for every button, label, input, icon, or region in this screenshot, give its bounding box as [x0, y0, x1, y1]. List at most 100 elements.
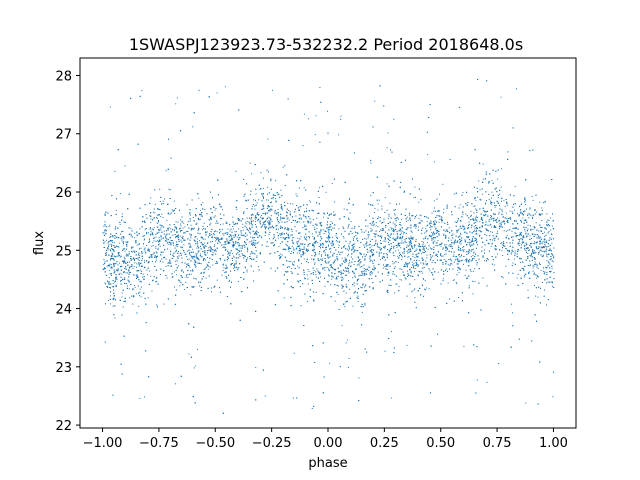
data-point [527, 233, 529, 235]
data-point [115, 255, 117, 257]
data-point [111, 252, 113, 254]
data-point [303, 258, 305, 260]
data-point [290, 247, 292, 249]
data-point [441, 219, 443, 221]
data-point [546, 272, 548, 273]
data-point [299, 246, 301, 248]
data-point [394, 292, 396, 294]
data-point [503, 230, 505, 232]
data-point [387, 132, 389, 134]
data-point [408, 256, 410, 258]
data-point [246, 217, 248, 219]
data-point [291, 245, 293, 247]
data-point [258, 199, 260, 201]
data-point [111, 240, 112, 242]
data-point [175, 274, 177, 276]
data-point [550, 217, 552, 219]
data-point [141, 252, 143, 254]
data-point [273, 194, 275, 196]
data-point [150, 256, 152, 258]
data-point [433, 161, 435, 163]
data-point [504, 205, 506, 207]
data-point [439, 218, 441, 220]
data-point [407, 219, 409, 221]
data-point [180, 225, 182, 227]
data-point [512, 262, 514, 264]
data-point [216, 231, 218, 233]
data-point [482, 178, 484, 180]
data-point [527, 213, 529, 215]
data-point [274, 244, 275, 245]
data-point [406, 344, 408, 346]
data-point [139, 255, 140, 257]
data-point [244, 266, 246, 268]
data-point [133, 274, 135, 276]
data-point [240, 245, 242, 247]
data-point [302, 227, 304, 229]
data-point [189, 253, 191, 255]
data-point [377, 246, 379, 248]
data-point [375, 241, 377, 243]
data-point [427, 248, 429, 250]
data-point [474, 281, 476, 283]
data-point [394, 214, 396, 216]
data-point [287, 227, 289, 229]
data-point [520, 219, 521, 221]
data-point [108, 270, 110, 272]
data-point [368, 234, 370, 236]
data-point [425, 260, 427, 262]
data-point [470, 214, 472, 216]
data-point [409, 250, 411, 252]
data-point [330, 265, 332, 267]
data-point [232, 235, 234, 237]
data-point [551, 286, 553, 288]
data-point [514, 250, 516, 252]
data-point [186, 274, 188, 276]
data-point [254, 205, 256, 207]
data-point [280, 218, 282, 220]
data-point [436, 245, 438, 247]
data-point [243, 244, 245, 246]
data-point [534, 258, 536, 259]
data-point [189, 243, 191, 245]
data-point [115, 210, 117, 212]
data-point [358, 263, 360, 265]
data-point [515, 232, 517, 234]
data-point [183, 289, 185, 290]
data-point [462, 192, 464, 194]
data-point [524, 248, 525, 250]
data-point [530, 215, 532, 217]
data-point [472, 270, 474, 272]
data-point [505, 230, 507, 232]
data-point [490, 245, 492, 247]
data-point [115, 281, 116, 282]
data-point [227, 253, 229, 255]
data-point [458, 272, 460, 274]
data-point [114, 242, 115, 244]
data-point [417, 264, 419, 266]
data-point [148, 232, 149, 234]
data-point [441, 216, 442, 218]
data-point [461, 255, 463, 257]
data-point [204, 242, 206, 244]
data-point [465, 269, 467, 271]
data-point [534, 241, 535, 243]
data-point [263, 177, 264, 179]
data-point [159, 245, 161, 247]
data-point [420, 219, 422, 221]
data-point [112, 242, 114, 244]
data-point [501, 250, 503, 252]
data-point [266, 199, 267, 201]
data-point [369, 272, 371, 273]
data-point [525, 232, 527, 234]
data-point [271, 209, 273, 211]
data-point [116, 278, 118, 280]
data-point [426, 257, 428, 259]
data-point [162, 217, 164, 219]
data-point [490, 215, 492, 217]
data-point [254, 253, 256, 255]
data-point [266, 208, 268, 209]
data-point [511, 303, 512, 305]
data-point [121, 213, 123, 215]
data-point [105, 254, 107, 256]
